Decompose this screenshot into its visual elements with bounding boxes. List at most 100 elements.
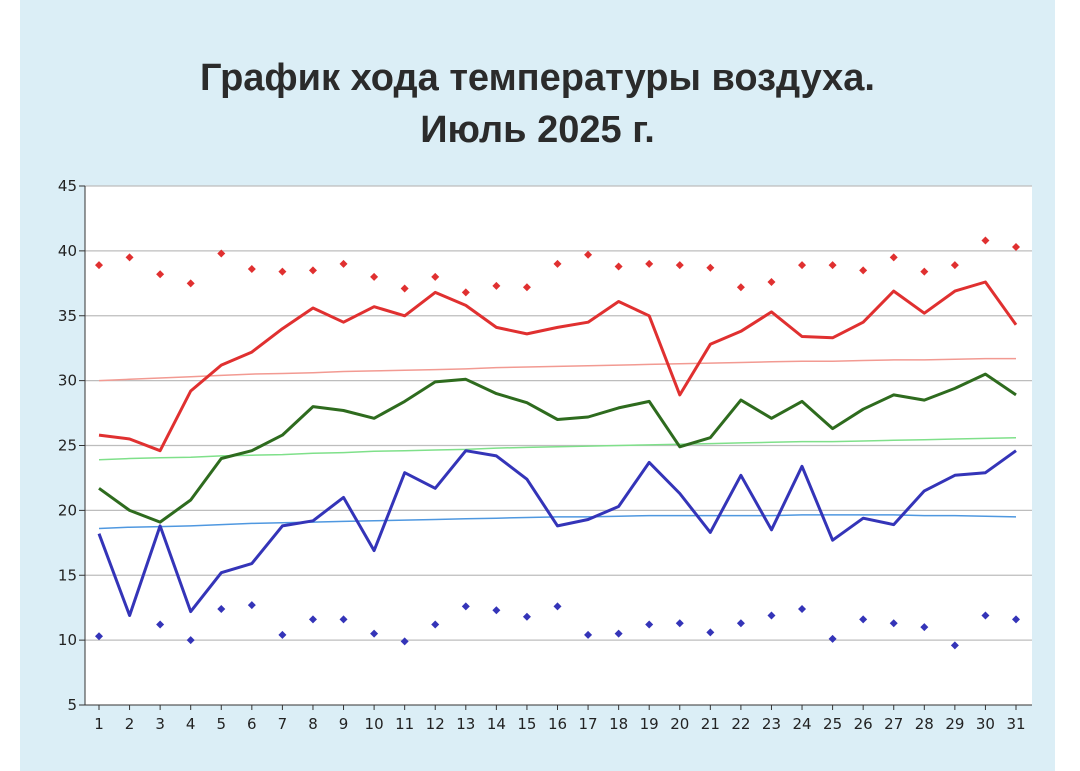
series-line-1	[98, 372, 1017, 524]
x-tick-label-14: 14	[487, 715, 506, 733]
point-4-14	[492, 606, 501, 615]
chart-title: График хода температуры воздуха. Июль 20…	[20, 52, 1055, 156]
x-tick-label-23: 23	[762, 715, 781, 733]
x-tick-label-31: 31	[1006, 715, 1025, 733]
point-3-1	[95, 261, 103, 270]
point-4-22	[736, 619, 745, 628]
point-4-8	[308, 615, 317, 624]
point-3-29	[950, 261, 959, 270]
point-3-12	[431, 272, 440, 281]
point-3-16	[553, 259, 562, 268]
y-tick-label-45: 45	[58, 177, 77, 195]
y-tick-label-35: 35	[58, 307, 77, 325]
x-tick-label-20: 20	[670, 715, 689, 733]
point-4-17	[584, 630, 593, 639]
point-4-20	[675, 619, 684, 628]
point-4-31	[1012, 615, 1020, 624]
point-4-29	[950, 641, 959, 650]
x-tick-label-1: 1	[94, 715, 104, 733]
x-tick-label-26: 26	[854, 715, 873, 733]
point-4-13	[461, 602, 470, 611]
y-tick-label-40: 40	[58, 242, 77, 260]
y-tick-label-20: 20	[58, 501, 77, 519]
y-tick-label-5: 5	[67, 696, 77, 714]
y-tick-label-25: 25	[58, 437, 77, 455]
x-tick-label-3: 3	[155, 715, 165, 733]
x-tick-label-7: 7	[278, 715, 288, 733]
point-4-9	[339, 615, 348, 624]
point-4-10	[370, 629, 379, 638]
point-3-18	[614, 262, 623, 271]
series-line-0	[98, 280, 1018, 453]
point-3-6	[247, 265, 256, 274]
x-tick-label-22: 22	[731, 715, 750, 733]
point-4-27	[889, 619, 898, 628]
x-tick-label-8: 8	[308, 715, 318, 733]
point-4-11	[400, 637, 409, 646]
point-4-26	[859, 615, 868, 624]
point-3-15	[522, 283, 531, 292]
x-tick-label-30: 30	[976, 715, 995, 733]
x-tick-label-21: 21	[701, 715, 720, 733]
point-4-21	[706, 628, 715, 637]
x-tick-label-11: 11	[395, 715, 414, 733]
point-3-7	[278, 267, 287, 276]
point-3-13	[461, 288, 470, 297]
series-line-2	[97, 449, 1017, 617]
point-4-28	[920, 623, 929, 632]
point-4-16	[553, 602, 562, 611]
x-tick-label-2: 2	[125, 715, 135, 733]
point-4-3	[156, 620, 165, 629]
point-3-17	[584, 250, 593, 259]
point-3-10	[370, 272, 379, 281]
x-tick-label-24: 24	[792, 715, 811, 733]
point-4-19	[645, 620, 654, 629]
x-tick-label-27: 27	[884, 715, 903, 733]
point-3-27	[889, 253, 898, 262]
point-3-31	[1012, 242, 1020, 251]
point-3-19	[645, 259, 654, 268]
point-3-14	[492, 281, 501, 290]
point-3-23	[767, 278, 776, 287]
x-tick-label-29: 29	[945, 715, 964, 733]
x-tick-label-16: 16	[548, 715, 567, 733]
point-4-18	[614, 629, 623, 638]
x-tick-label-28: 28	[915, 715, 934, 733]
point-3-21	[706, 263, 715, 272]
point-4-5	[217, 604, 226, 613]
point-3-11	[400, 284, 409, 293]
y-tick-label-10: 10	[58, 631, 77, 649]
point-4-23	[767, 611, 776, 620]
x-tick-label-6: 6	[247, 715, 257, 733]
series-line-6	[98, 436, 1017, 461]
point-3-24	[798, 261, 807, 270]
point-4-30	[981, 611, 990, 620]
grid	[85, 185, 1032, 641]
series-group	[95, 236, 1020, 650]
chart-title-line-1: График хода температуры воздуха.	[199, 57, 875, 99]
series-line-7	[98, 514, 1017, 530]
point-3-4	[186, 279, 195, 288]
x-tick-label-4: 4	[186, 715, 196, 733]
point-4-6	[247, 601, 256, 610]
point-3-3	[156, 270, 165, 279]
axes	[79, 185, 1032, 710]
point-3-2	[125, 253, 134, 262]
point-3-25	[828, 261, 837, 270]
x-tick-label-15: 15	[517, 715, 536, 733]
point-3-26	[859, 266, 868, 275]
series-line-5	[98, 357, 1016, 382]
x-tick-label-13: 13	[456, 715, 475, 733]
x-tick-label-25: 25	[823, 715, 842, 733]
point-4-24	[798, 604, 807, 613]
point-3-30	[981, 236, 990, 245]
x-tick-label-5: 5	[216, 715, 226, 733]
x-tick-label-9: 9	[339, 715, 349, 733]
y-tick-label-15: 15	[58, 566, 77, 584]
point-4-7	[278, 630, 287, 639]
point-3-28	[920, 267, 929, 276]
x-tick-label-18: 18	[609, 715, 628, 733]
x-tick-label-17: 17	[579, 715, 598, 733]
